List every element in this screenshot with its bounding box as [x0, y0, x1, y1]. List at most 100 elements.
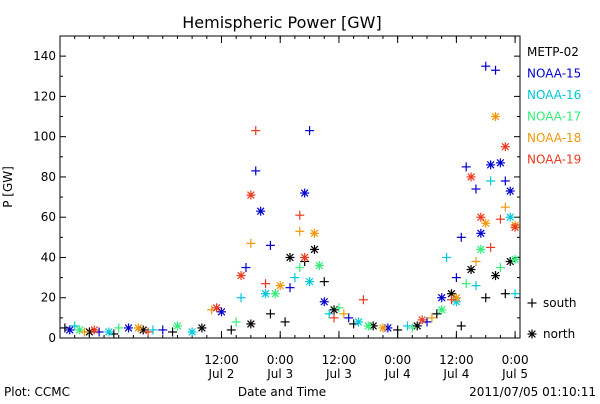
y-tick-label: 60: [41, 210, 56, 224]
data-point-metp-02-south: [168, 327, 178, 337]
data-point-noaa-18-north-stroke: [481, 219, 490, 228]
data-point-noaa-15-south: [265, 240, 275, 250]
data-point-noaa-16-south: [70, 321, 80, 331]
marker-legend-symbol-north-stroke: [528, 330, 536, 338]
data-point-noaa-15-north-stroke: [300, 189, 309, 197]
x-tick-label-date: Jul 3: [266, 367, 293, 381]
data-point-noaa-17-south: [495, 263, 505, 273]
data-point-metp-02-south: [226, 325, 236, 335]
data-point-noaa-16-north: [261, 289, 271, 299]
data-point-noaa-16-south: [148, 325, 158, 335]
data-point-noaa-15-north-stroke: [217, 308, 226, 316]
data-point-metp-02-north-stroke: [491, 271, 500, 280]
data-point-noaa-17-south: [295, 263, 305, 273]
data-point-noaa-16-north-stroke: [506, 213, 515, 221]
series-metp-02: [60, 244, 515, 339]
data-point-noaa-19-north-stroke: [477, 213, 485, 221]
chart-title: Hemispheric Power [GW]: [182, 13, 381, 32]
data-point-noaa-18-north: [481, 218, 491, 228]
data-point-noaa-15-north: [300, 188, 310, 198]
data-point-noaa-15-south: [456, 232, 466, 242]
data-point-noaa-17-north-stroke: [437, 306, 446, 314]
data-point-noaa-18-north: [133, 323, 143, 333]
data-point-noaa-18-south: [79, 327, 89, 337]
data-point-noaa-15-south: [344, 313, 354, 323]
data-point-noaa-15-north-stroke: [486, 161, 495, 169]
marker-legend-label-north: north: [543, 327, 575, 341]
x-tick-label-time: 12:00: [204, 353, 239, 367]
data-point-noaa-19-south: [358, 295, 368, 305]
data-point-metp-02-north-stroke: [310, 245, 319, 254]
data-point-noaa-19-north-stroke: [418, 316, 426, 324]
data-point-noaa-15-south: [481, 61, 491, 71]
marker-legend: south north: [527, 296, 577, 341]
y-axis: 0 20 40 60 80 100 120 140: [33, 49, 520, 345]
data-point-noaa-17-south: [334, 303, 344, 313]
data-point-noaa-19-north: [466, 172, 476, 182]
data-point-noaa-16-north-stroke: [105, 328, 113, 336]
data-point-noaa-18-north: [309, 228, 319, 238]
data-point-metp-02-south: [280, 317, 290, 327]
data-point-noaa-16-south: [236, 293, 246, 303]
data-point-noaa-18-north: [275, 281, 285, 291]
data-point-noaa-19-north: [500, 142, 510, 152]
x-tick-label-date: Jul 4: [442, 367, 469, 381]
data-point-metp-02-north-stroke: [447, 289, 456, 298]
y-tick-label: 80: [41, 170, 56, 184]
data-point-metp-02-north-stroke: [467, 265, 475, 274]
data-point-noaa-18-north-stroke: [379, 324, 387, 332]
data-point-metp-02-south: [432, 309, 442, 319]
data-point-noaa-17-north: [437, 305, 447, 315]
data-point-noaa-15-south: [285, 283, 295, 293]
data-point-noaa-15-south: [461, 162, 471, 172]
data-point-noaa-16-north: [354, 317, 364, 327]
data-point-noaa-19-north-stroke: [212, 304, 221, 312]
data-point-noaa-15-north-stroke: [65, 326, 74, 334]
data-point-noaa-18-north: [451, 293, 461, 303]
legend-entry-noaa-15: NOAA-15: [527, 67, 581, 81]
data-point-noaa-17-north-stroke: [173, 322, 182, 330]
plot-area: [59, 35, 521, 339]
series-noaa-16: [70, 176, 520, 337]
data-point-noaa-19-north-stroke: [511, 223, 519, 232]
timestamp: 2011/07/05 01:10:11: [469, 385, 596, 399]
plot-credit: Plot: CCMC: [4, 385, 70, 399]
data-point-noaa-16-north-stroke: [188, 328, 196, 336]
x-tick-label-date: Jul 5: [501, 367, 528, 381]
data-point-noaa-15-south: [305, 126, 315, 136]
data-point-noaa-16-north-stroke: [261, 289, 270, 298]
plot-frame: [59, 35, 521, 339]
data-point-noaa-18-north: [491, 112, 501, 122]
data-point-noaa-18-north-stroke: [134, 324, 143, 332]
data-point-noaa-15-north-stroke: [256, 207, 265, 215]
data-point-metp-02-north-stroke: [247, 320, 255, 328]
data-point-noaa-19-north-stroke: [300, 253, 309, 262]
data-point-noaa-15-south: [251, 166, 261, 176]
data-point-noaa-19-north-stroke: [90, 326, 99, 334]
data-point-noaa-19-north: [89, 325, 99, 335]
data-point-noaa-16-south: [510, 289, 520, 299]
legend-entry-metp-02: METP-02: [527, 45, 579, 59]
data-point-noaa-17-north-stroke: [477, 245, 485, 254]
data-point-noaa-18-south: [295, 226, 305, 236]
data-point-metp-02-north: [466, 265, 476, 275]
data-point-noaa-15-north: [216, 307, 226, 317]
data-point-noaa-16-north: [187, 327, 197, 337]
data-point-noaa-17-north: [510, 254, 520, 264]
data-point-noaa-15-north: [486, 160, 496, 170]
data-point-noaa-19-south: [495, 214, 505, 224]
y-tick-label: 20: [41, 291, 56, 305]
data-point-noaa-17-north: [270, 289, 280, 299]
data-point-noaa-18-south: [427, 313, 437, 323]
data-point-metp-02-north-stroke: [198, 324, 206, 332]
data-point-noaa-15-north: [65, 325, 75, 335]
legend-entry-noaa-17: NOAA-17: [527, 110, 581, 124]
data-point-noaa-19-north: [476, 212, 486, 222]
data-point-metp-02-north-stroke: [139, 326, 147, 334]
data-point-noaa-16-south: [442, 252, 452, 262]
data-point-noaa-16-north-stroke: [305, 277, 314, 286]
series-noaa-18: [79, 112, 520, 337]
data-point-noaa-15-south: [491, 65, 501, 75]
